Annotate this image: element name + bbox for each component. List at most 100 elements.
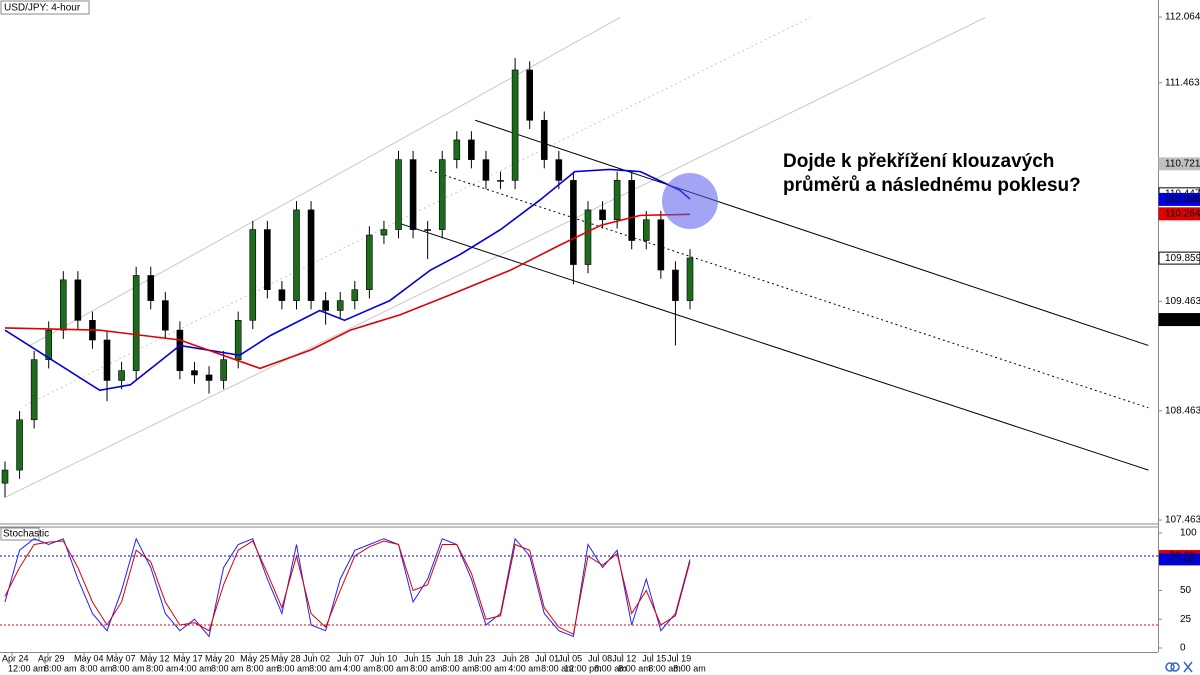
x-tick-label: Jul 05 — [558, 653, 582, 663]
price-label: 109.297 — [1165, 314, 1200, 325]
x-tick-label: May 12 — [140, 653, 170, 663]
y-tick-label: 112.064 — [1165, 12, 1200, 23]
x-tick-label: Jun 28 — [502, 653, 529, 663]
moving-average — [4, 213, 691, 370]
y-tick-label: 25 — [1180, 614, 1192, 625]
x-tick-label: Jun 02 — [303, 653, 330, 663]
x-tick-time: 8:00 am — [44, 663, 77, 673]
indicator-title: Stochastic — [3, 529, 49, 540]
candle-body — [424, 229, 431, 231]
candle-body — [30, 359, 38, 421]
candle-body — [468, 139, 475, 160]
candle-body — [191, 370, 198, 376]
trendline — [395, 221, 1149, 471]
candle-body — [176, 329, 184, 371]
candle-body — [351, 289, 359, 301]
x-tick-time: 8:00 am — [541, 663, 574, 673]
candle-body — [118, 370, 125, 381]
candle-body — [45, 329, 53, 360]
x-tick-time: 8:00 am — [648, 663, 681, 673]
x-tick-label: May 25 — [240, 653, 270, 663]
candle-body — [686, 257, 694, 301]
candle-body — [657, 219, 665, 271]
candle-body — [132, 275, 140, 371]
annotation: průměrů a následnému poklesu? — [783, 175, 1081, 196]
candle-body — [205, 374, 213, 381]
candle-body — [380, 229, 388, 236]
candle-body — [264, 229, 271, 291]
x-tick-time: 8:00 am — [442, 663, 475, 673]
moving-average — [4, 168, 691, 392]
trendline — [24, 17, 811, 407]
candle-body — [409, 159, 417, 230]
price-label: 110.264 — [1165, 208, 1200, 219]
x-tick-time: 8:00 am — [474, 663, 507, 673]
y-tick-label: 109.463 — [1165, 296, 1200, 307]
x-tick-time: 8:00 am — [246, 663, 279, 673]
candle-body — [613, 180, 621, 221]
y-tick-label: 107.463 — [1165, 515, 1200, 526]
x-tick-time: 8:00 am — [277, 663, 310, 673]
trendline — [29, 17, 621, 346]
candle-body — [249, 229, 257, 321]
candle-body — [293, 209, 300, 301]
x-tick-label: Jul 08 — [588, 653, 612, 663]
candle-body — [74, 279, 82, 321]
x-tick-time: 8:00 am — [309, 663, 342, 673]
price-label-box — [1158, 192, 1200, 206]
x-tick-time: 12:00 am — [8, 663, 46, 673]
x-tick-label: May 17 — [173, 653, 203, 663]
x-tick-time: 8:00 am — [673, 663, 706, 673]
candle-body — [555, 159, 563, 181]
x-tick-time: 8:00 am — [112, 663, 145, 673]
candle-body — [220, 359, 227, 381]
price-label: 110.721 — [1165, 159, 1200, 170]
candle-body — [395, 159, 402, 230]
x-tick-label: Jun 10 — [370, 653, 397, 663]
candle-body — [453, 139, 461, 160]
candle-body — [336, 300, 344, 311]
candle-body — [540, 119, 548, 160]
icon — [1165, 661, 1193, 673]
candle-body — [307, 209, 315, 301]
price-panel — [1, 17, 1149, 498]
annotation: Dojde k překřížení klouzavých — [783, 151, 1054, 172]
candle-body — [511, 69, 519, 181]
title-box — [0, 0, 90, 15]
candle-body — [584, 209, 592, 265]
y-tick-label: 0 — [1180, 643, 1186, 654]
x-tick-time: 8:00 am — [376, 663, 409, 673]
candle-body — [570, 180, 577, 265]
candle-body — [672, 269, 679, 301]
y-tick-label: 50 — [1180, 585, 1192, 596]
x-tick-label: Jun 18 — [436, 653, 463, 663]
x-tick-time: 4:00 am — [179, 663, 212, 673]
price-label-box — [1158, 157, 1200, 171]
x-tick-time: 8:00 am — [618, 663, 651, 673]
x-tick-time: 4:00 am — [508, 663, 541, 673]
x-tick-label: Jul 19 — [667, 653, 691, 663]
x-tick-time: 12:00 pm — [564, 663, 602, 673]
x-tick-time: 8:00 am — [146, 663, 179, 673]
candle-body — [16, 419, 23, 471]
price-label-box — [1158, 251, 1200, 265]
x-tick-label: Jun 23 — [468, 653, 495, 663]
price-label-box — [1158, 313, 1200, 327]
candle-body — [599, 209, 606, 221]
x-tick-label: Apr 29 — [38, 653, 65, 663]
candle-body — [147, 275, 155, 301]
candle-body — [162, 300, 169, 331]
x-tick-label: Jun 15 — [404, 653, 431, 663]
x-tick-label: Jun 07 — [337, 653, 364, 663]
chart-title: USD/JPY: 4-hour — [4, 3, 81, 14]
candle-body — [642, 219, 650, 241]
candle-body — [526, 69, 533, 121]
candle-body — [234, 320, 242, 360]
y-tick-label: 111.463 — [1165, 77, 1200, 88]
y-tick-label: 100 — [1180, 528, 1197, 539]
highlight-circle — [662, 173, 718, 229]
x-tick-time: 8:00 am — [211, 663, 244, 673]
price-label: 110.396 — [1165, 194, 1200, 205]
candle-body — [322, 300, 329, 311]
